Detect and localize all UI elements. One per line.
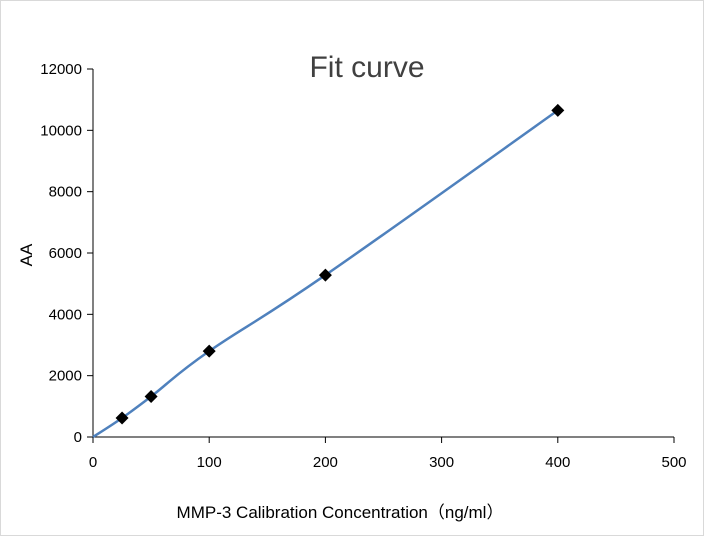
data-point xyxy=(144,390,158,404)
y-tick-label: 4000 xyxy=(49,306,82,323)
labels-layer: 0 2000 4000 6000 8000 10000 12000 0 100 200 300 400… xyxy=(17,51,687,522)
x-tick-label: 400 xyxy=(545,454,570,471)
x-axis-title: MMP-3 Calibration Concentration（ng/ml） xyxy=(177,503,504,522)
data-point xyxy=(115,411,129,425)
y-tick-label: 10000 xyxy=(40,122,82,139)
y-tick-label: 8000 xyxy=(49,184,82,201)
x-tick-label: 200 xyxy=(313,454,338,471)
x-tick-label: 100 xyxy=(197,454,222,471)
data-point xyxy=(318,268,332,282)
data-points-layer xyxy=(115,103,565,425)
x-tick-label: 500 xyxy=(661,454,686,471)
x-tick-label: 300 xyxy=(429,454,454,471)
y-tick-label: 12000 xyxy=(40,61,82,78)
y-tick-label: 0 xyxy=(74,429,82,446)
axes xyxy=(87,68,675,443)
y-tick-label: 6000 xyxy=(49,245,82,262)
x-tick-label: 0 xyxy=(89,454,97,471)
data-point xyxy=(202,344,216,358)
y-tick-label: 2000 xyxy=(49,368,82,385)
data-point xyxy=(551,103,565,117)
y-axis-title: AA xyxy=(17,243,36,266)
chart-title: Fit curve xyxy=(309,51,424,84)
